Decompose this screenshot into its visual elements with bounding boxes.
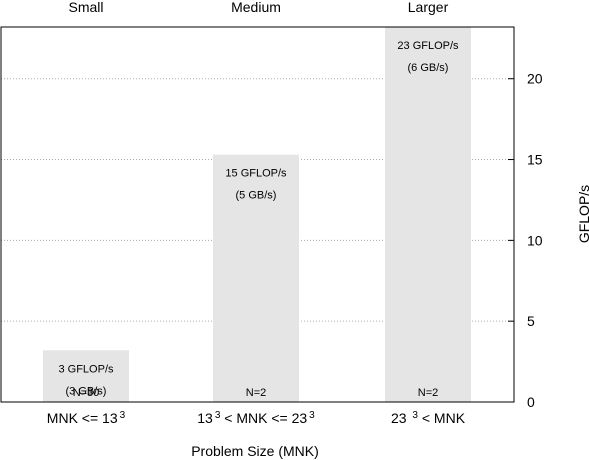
bar <box>213 154 299 402</box>
x-axis-label: Problem Size (MNK) <box>191 443 319 459</box>
bar-bandwidth-label: (5 GB/s) <box>236 190 277 202</box>
y-tick-label: 0 <box>527 394 535 410</box>
bar-labels: 3 GFLOP/s (3 GB/s)N=30 15 GFLOP/s (5 GB/s) N… <box>58 40 459 399</box>
bar <box>43 350 129 402</box>
bar-value-label: 15 GFLOP/s <box>225 168 287 180</box>
bar-bandwidth-label: (6 GB/s) <box>408 62 449 74</box>
bar <box>385 27 471 402</box>
x-category-label: MNK <= 13 3 <box>47 410 126 426</box>
x-category-label: 13 3 < MNK <= 23 3 <box>197 410 315 426</box>
group-title: Larger <box>408 0 449 15</box>
plot-frame <box>0 26 515 403</box>
y-axis: 0 5 10 15 20 <box>508 71 543 410</box>
bar-value-label: 23 GFLOP/s <box>397 40 459 52</box>
bar-count-label: N=2 <box>418 387 439 399</box>
y-tick-label: 10 <box>527 232 543 248</box>
bar-count-label: N=2 <box>246 387 267 399</box>
y-tick-label: 15 <box>527 152 543 168</box>
bar-value-label: 3 GFLOP/s <box>58 363 114 375</box>
group-title: Medium <box>231 0 281 15</box>
x-axis-categories: MNK <= 13 3 13 3 < MNK <= 23 3 23 3 < MNK <box>47 410 466 426</box>
bars <box>43 27 471 402</box>
bar-count-label: N=30 <box>73 387 100 399</box>
y-axis-label: GFLOP/s <box>576 185 589 243</box>
group-title: Small <box>68 0 103 15</box>
y-tick-label: 5 <box>527 313 535 329</box>
x-category-label: 23 3 < MNK <box>391 410 466 426</box>
y-tick-label: 20 <box>527 71 543 87</box>
bar-bandwidth-label: (3 GB/s) <box>66 385 107 397</box>
group-titles: Small Medium Larger <box>68 0 448 15</box>
